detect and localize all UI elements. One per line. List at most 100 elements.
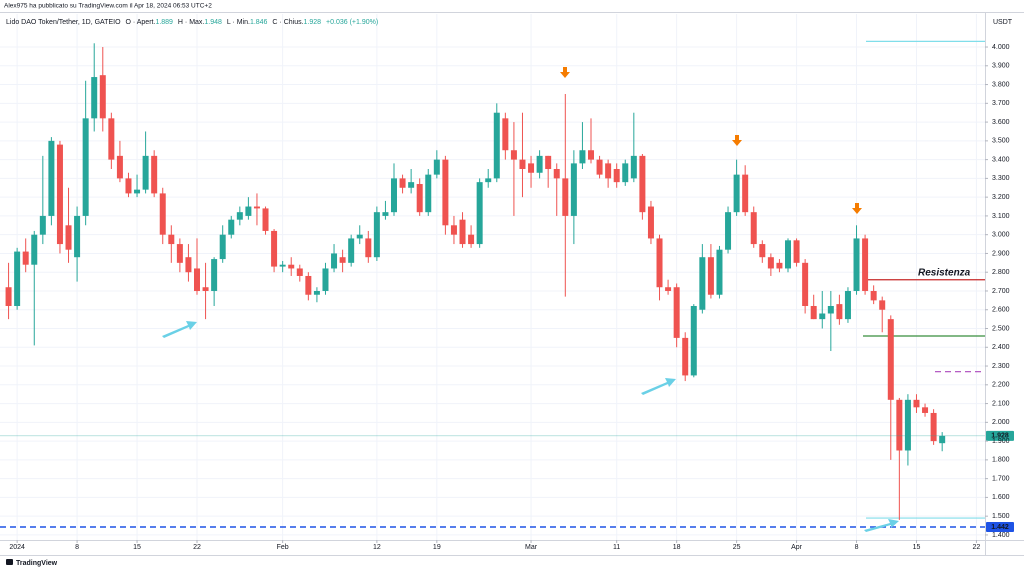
candle-body (493, 112, 500, 179)
candle-body (253, 206, 260, 209)
y-tick-label: 4.000 (992, 44, 1010, 51)
candle-body (31, 234, 38, 265)
y-tick-label: 2.700 (992, 288, 1010, 295)
x-tick-label: 8 (75, 544, 79, 551)
candle-body (365, 238, 372, 258)
candle-body (725, 212, 732, 250)
y-tick-label: 3.300 (992, 175, 1010, 182)
y-tick-label: 3.400 (992, 156, 1010, 163)
candle-body (904, 399, 911, 451)
candle-body (296, 268, 303, 276)
y-tick-label: 1.600 (992, 494, 1010, 501)
candle-body (339, 257, 346, 263)
candle-body (202, 287, 209, 291)
candle-body (665, 287, 672, 291)
down-arrow (560, 67, 570, 78)
candle-body (476, 182, 483, 245)
candle-body (108, 118, 115, 160)
legend-high-label: H · Max. (178, 19, 205, 26)
candle-body (502, 118, 509, 151)
candle-body (382, 212, 389, 216)
candle-body (690, 305, 697, 376)
candle-body (262, 208, 269, 231)
candle-body (425, 174, 432, 213)
candle-body (742, 174, 749, 213)
candle-body (656, 238, 663, 288)
x-tick-label: 15 (133, 544, 141, 551)
candle-body (399, 178, 406, 188)
candle-body (74, 215, 81, 258)
y-tick-label: 2.900 (992, 250, 1010, 257)
candle-body (682, 337, 689, 376)
candle-body (536, 155, 543, 173)
x-tick-label: 22 (973, 544, 981, 551)
candle-body (468, 234, 475, 245)
legend-title: Lido DAO Token/Tether, 1D, GATEIO (6, 19, 121, 26)
y-tick-label: 1.500 (992, 513, 1010, 520)
candle-body (322, 268, 329, 291)
candle-body (776, 262, 783, 269)
candle-body (288, 264, 295, 269)
candle-body (639, 155, 646, 213)
candle-body (219, 234, 226, 260)
candle-body (194, 268, 200, 291)
candle-body (579, 150, 586, 164)
last-price-label: 1.928 (991, 433, 1009, 440)
y-tick-label: 1.700 (992, 475, 1010, 482)
x-tick-label: Apr (791, 544, 803, 551)
candle-body (802, 262, 809, 306)
y-tick-label: 3.100 (992, 213, 1010, 220)
grid (0, 14, 985, 540)
candle-body (91, 77, 98, 119)
x-tick-label: 8 (855, 544, 859, 551)
brand: TradingView (6, 559, 58, 567)
up-arrow (162, 321, 197, 338)
candle-body (939, 435, 946, 444)
y-tick-label: 1.400 (992, 532, 1010, 539)
candle-body (82, 118, 89, 216)
candle-body (673, 287, 680, 338)
y-tick-label: 1.900 (992, 438, 1010, 445)
last-price-tag (986, 430, 1014, 441)
y-tick-label: 3.200 (992, 194, 1010, 201)
candle-body (459, 219, 466, 245)
candle-body (553, 169, 560, 179)
candle-body (373, 212, 380, 258)
legend-change: +0.036 (+1.90%) (326, 19, 378, 26)
y-tick-label: 2.200 (992, 382, 1010, 389)
candle-body (750, 212, 757, 245)
candle-body (185, 257, 192, 273)
candle-body (630, 155, 637, 179)
header-text: Alex975 ha pubblicato su TradingView.com… (4, 3, 212, 10)
candle-body (844, 290, 851, 320)
y-tick-label: 3.900 (992, 63, 1010, 70)
candle-body (442, 159, 449, 226)
levels: Resistenza 1.442 (0, 40, 1014, 533)
x-tick-label: 25 (733, 544, 741, 551)
candle-body (870, 290, 877, 301)
candle-body (236, 212, 243, 220)
candle-body (622, 163, 629, 183)
candle-body (305, 275, 312, 295)
candles: 1.928 (0, 43, 1014, 520)
candle-body (819, 313, 826, 320)
candle-body (159, 193, 166, 235)
candle-body (391, 178, 397, 213)
candle-body (896, 399, 903, 451)
candle-body (125, 178, 132, 194)
y-tick-label: 3.800 (992, 81, 1010, 88)
y-tick-label: 3.000 (992, 232, 1010, 239)
candle-body (827, 305, 834, 314)
y-tick-label: 3.600 (992, 119, 1010, 126)
candle-body (65, 225, 72, 250)
candle-body (733, 174, 740, 213)
candle-body (862, 238, 869, 291)
candle-body (545, 155, 552, 170)
y-axis-unit: USDT (993, 19, 1013, 26)
legend-open-label: O · Apert. (125, 19, 155, 26)
legend-high-value: 1.948 (204, 19, 222, 26)
candle-body (151, 155, 158, 194)
candle-body (930, 412, 937, 442)
candle-body (56, 144, 63, 245)
